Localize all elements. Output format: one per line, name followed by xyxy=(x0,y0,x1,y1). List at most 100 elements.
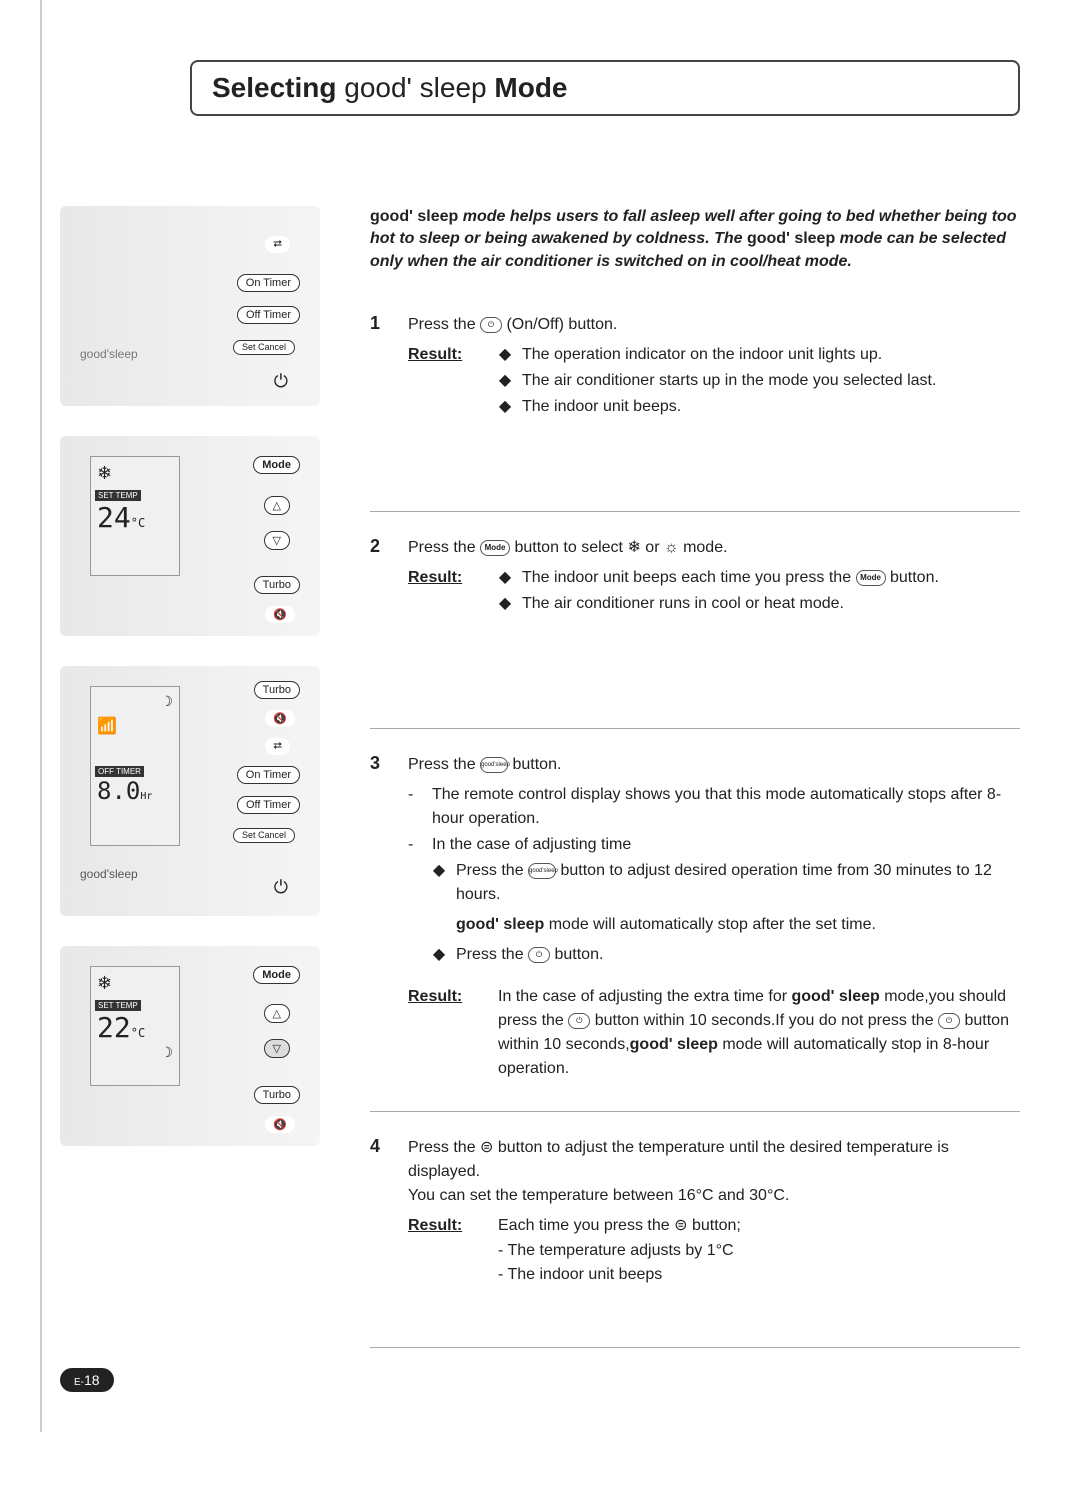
s3-result-text: In the case of adjusting the extra time … xyxy=(498,985,1020,1081)
result-label-2: Result: xyxy=(408,566,468,618)
separator-3 xyxy=(370,1111,1020,1112)
intro-paragraph: good' sleep mode helps users to fall asl… xyxy=(370,206,1020,273)
s3-brand-line: good' sleep mode will automatically stop… xyxy=(432,913,1020,937)
moon-icon-4: ☽ xyxy=(91,1044,179,1061)
separator-2 xyxy=(370,728,1020,729)
s3-dash-1: The remote control display shows you tha… xyxy=(432,783,1020,831)
mode-button-icon: Mode xyxy=(856,570,886,586)
step-2-text: Press the Mode button to select ❄ or ☼ m… xyxy=(408,536,1020,560)
temp-updown-icon: ⊜ xyxy=(480,1136,493,1160)
moon-icon: ☽ xyxy=(91,687,179,716)
set-temp-label: SET TEMP xyxy=(95,490,141,501)
swing-icon: ⮂ xyxy=(265,236,290,253)
snowflake-icon: ❄ xyxy=(91,457,179,490)
right-column: good' sleep mode helps users to fall asl… xyxy=(370,206,1020,1372)
step-3-num: 3 xyxy=(370,753,390,1081)
diamond-bullet: ◆ xyxy=(498,343,512,367)
down-button-4: ▽ xyxy=(264,1039,290,1058)
snowflake-icon-4: ❄ xyxy=(91,967,179,1000)
diamond-bullet: ◆ xyxy=(498,395,512,419)
step-3-text: Press the good'sleep button. xyxy=(408,753,1020,777)
step-3: 3 Press the good'sleep button. -The remo… xyxy=(370,753,1020,1081)
diamond-bullet: ◆ xyxy=(498,369,512,393)
s3-dash-2: In the case of adjusting time xyxy=(432,833,631,857)
intro-brand-2: good' sleep xyxy=(747,230,835,247)
step-4: 4 Press the ⊜ button to adjust the tempe… xyxy=(370,1136,1020,1286)
s4-result-c: - The indoor unit beeps xyxy=(498,1263,1020,1287)
onoff-button-icon: ⏻ xyxy=(938,1013,960,1029)
result-label-3: Result: xyxy=(408,985,468,1081)
dash-bullet: - xyxy=(408,783,422,831)
turbo-button: Turbo xyxy=(254,576,300,594)
mode-button: Mode xyxy=(253,456,300,474)
remote-illustration-3: ☽ 📶 OFF TIMER 8.0Hr Turbo 🔇 ⮂ On Timer O… xyxy=(60,666,320,916)
off-timer-label: OFF TIMER xyxy=(95,766,144,777)
title-brand: good' sleep xyxy=(344,72,486,103)
remote-illustration-2: ❄ SET TEMP 24°C Mode △ ▽ Turbo 🔇 xyxy=(60,436,320,636)
power-icon: ⏻ xyxy=(274,371,288,392)
title-suffix: Mode xyxy=(487,72,568,103)
set-cancel-button-3: Set Cancel xyxy=(233,828,295,843)
step-1-text: Press the ⏻ (On/Off) button. xyxy=(408,313,1020,337)
goodsleep-label: good'sleep xyxy=(80,347,138,361)
lcd-timer: 8.0Hr xyxy=(91,777,179,805)
left-column: ⮂ On Timer Off Timer Set Cancel good'sle… xyxy=(60,206,340,1372)
result-label-1: Result: xyxy=(408,343,468,421)
swing-icon-3: ⮂ xyxy=(265,738,290,755)
s3-sub-a: Press the good'sleep button to adjust de… xyxy=(456,859,1020,907)
remote-illustration-4: ❄ SET TEMP 22°C ☽ Mode △ ▽ Turbo 🔇 xyxy=(60,946,320,1146)
off-timer-button: Off Timer xyxy=(237,306,300,324)
quiet-icon: 🔇 xyxy=(265,606,295,623)
remote-illustration-1: ⮂ On Timer Off Timer Set Cancel good'sle… xyxy=(60,206,320,406)
intro-brand-1: good' sleep xyxy=(370,208,458,225)
diamond-bullet: ◆ xyxy=(432,859,446,907)
down-button: ▽ xyxy=(264,531,290,550)
s4-result-a: Each time you press the ⊜ button; xyxy=(498,1214,1020,1238)
title-prefix: Selecting xyxy=(212,72,344,103)
page-title-box: Selecting good' sleep Mode xyxy=(190,60,1020,116)
s2-bullet-a: The indoor unit beeps each time you pres… xyxy=(522,566,939,590)
up-button: △ xyxy=(264,496,290,515)
quiet-icon-4: 🔇 xyxy=(265,1116,295,1133)
step-1-num: 1 xyxy=(370,313,390,421)
turbo-button-3: Turbo xyxy=(254,681,300,699)
temp-updown-icon: ⊜ xyxy=(674,1214,687,1238)
s3-sub-b: Press the ⏻ button. xyxy=(456,943,603,967)
on-timer-button-3: On Timer xyxy=(237,766,300,784)
step-2: 2 Press the Mode button to select ❄ or ☼… xyxy=(370,536,1020,618)
off-timer-button-3: Off Timer xyxy=(237,796,300,814)
up-button-4: △ xyxy=(264,1004,290,1023)
on-timer-button: On Timer xyxy=(237,274,300,292)
s1-bullet-2: The indoor unit beeps. xyxy=(522,395,681,419)
onoff-button-icon: ⏻ xyxy=(568,1013,590,1029)
quiet-icon-3: 🔇 xyxy=(265,710,295,727)
turbo-button-4: Turbo xyxy=(254,1086,300,1104)
goodsleep-button-icon: good'sleep xyxy=(480,757,508,773)
diamond-bullet: ◆ xyxy=(498,566,512,590)
onoff-button-icon: ⏻ xyxy=(480,317,502,333)
step-2-num: 2 xyxy=(370,536,390,618)
lcd-temp-4: 22°C xyxy=(91,1011,179,1044)
result-label-4: Result: xyxy=(408,1214,468,1286)
separator-4 xyxy=(370,1347,1020,1348)
lcd-temp: 24°C xyxy=(91,501,179,534)
step-4-num: 4 xyxy=(370,1136,390,1286)
separator-1 xyxy=(370,511,1020,512)
remote-lcd: ❄ SET TEMP 24°C xyxy=(90,456,180,576)
set-cancel-button: Set Cancel xyxy=(233,340,295,355)
s4-result-b: - The temperature adjusts by 1°C xyxy=(498,1239,1020,1263)
power-icon-3: ⏻ xyxy=(274,877,288,898)
s1-bullet-1: The air conditioner starts up in the mod… xyxy=(522,369,936,393)
mode-button-icon: Mode xyxy=(480,540,510,556)
step-4-text-c: You can set the temperature between 16°C… xyxy=(408,1184,1020,1208)
s2-bullet-b: The air conditioner runs in cool or heat… xyxy=(522,592,844,616)
set-temp-label-4: SET TEMP xyxy=(95,1000,141,1011)
onoff-button-icon: ⏻ xyxy=(528,947,550,963)
step-1: 1 Press the ⏻ (On/Off) button. Result: ◆… xyxy=(370,313,1020,421)
goodsleep-label-3: good'sleep xyxy=(80,867,138,881)
dash-bullet: - xyxy=(408,833,422,857)
mode-button-4: Mode xyxy=(253,966,300,984)
s1-bullet-0: The operation indicator on the indoor un… xyxy=(522,343,882,367)
remote-lcd-4: ❄ SET TEMP 22°C ☽ xyxy=(90,966,180,1086)
goodsleep-button-icon: good'sleep xyxy=(528,863,556,879)
